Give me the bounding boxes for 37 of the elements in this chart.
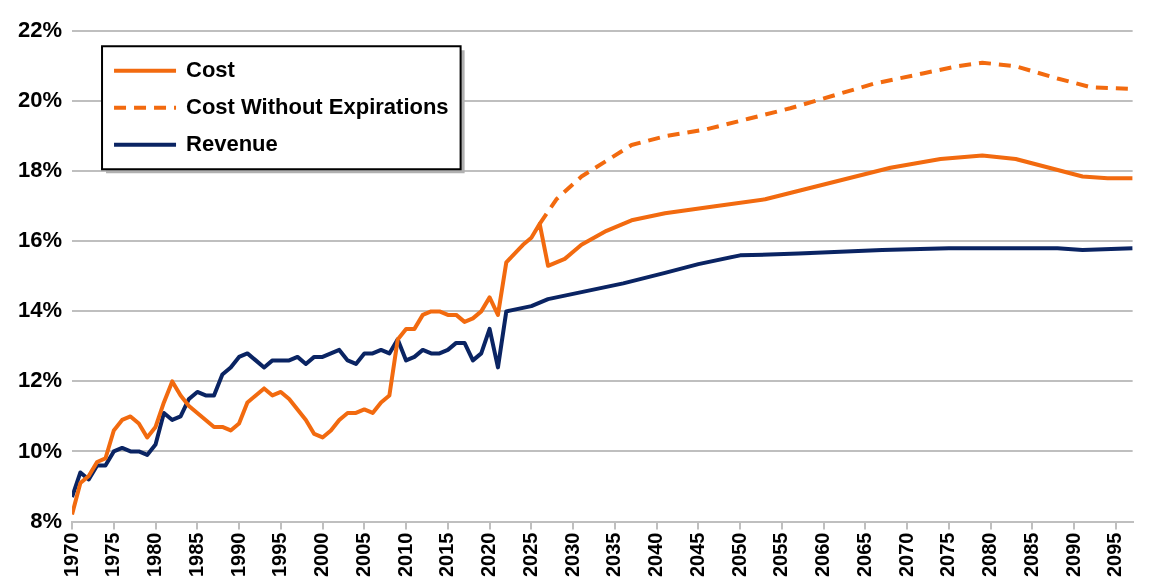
y-tick-label: 18% [17, 157, 63, 183]
x-tick-label: 2005 [351, 532, 374, 578]
x-tick-label: 2025 [518, 532, 541, 578]
x-tick-label: 2085 [1019, 532, 1042, 578]
legend-label: Cost Without Expirations [186, 93, 449, 119]
x-tick-label: 1980 [143, 532, 166, 578]
x-tick-label: 2035 [602, 532, 625, 578]
y-tick-label: 22% [17, 17, 63, 43]
x-tick-label: 1990 [226, 532, 249, 578]
x-tick-label: 2080 [978, 532, 1001, 578]
x-tick-label: 2000 [310, 532, 333, 578]
x-tick-label: 2060 [811, 532, 834, 578]
y-tick-label: 12% [17, 367, 63, 393]
legend-label: Revenue [186, 130, 278, 156]
x-tick-label: 1985 [184, 532, 207, 578]
x-tick-label: 2045 [685, 532, 708, 578]
y-tick-label: 10% [17, 437, 63, 463]
x-tick-label: 2090 [1061, 532, 1084, 578]
x-tick-label: 2070 [894, 532, 917, 578]
x-tick-label: 2075 [936, 532, 959, 578]
x-tick-label: 2015 [435, 532, 458, 578]
y-tick-label: 16% [17, 227, 63, 253]
x-tick-label: 1970 [59, 532, 82, 578]
x-tick-label: 2030 [560, 532, 583, 578]
x-tick-label: 2040 [644, 532, 667, 578]
x-tick-label: 2020 [477, 532, 500, 578]
x-tick-label: 1995 [268, 532, 291, 578]
y-tick-label: 14% [17, 297, 63, 323]
x-tick-label: 2050 [727, 532, 750, 578]
x-tick-label: 2010 [393, 532, 416, 578]
x-tick-label: 2055 [769, 532, 792, 578]
y-tick-label: 20% [17, 87, 63, 113]
y-tick-label: 8% [30, 507, 63, 533]
x-tick-label: 2065 [852, 532, 875, 578]
x-tick-label: 2095 [1103, 532, 1126, 578]
x-tick-label: 1975 [101, 532, 124, 578]
legend-label: Cost [186, 56, 236, 82]
